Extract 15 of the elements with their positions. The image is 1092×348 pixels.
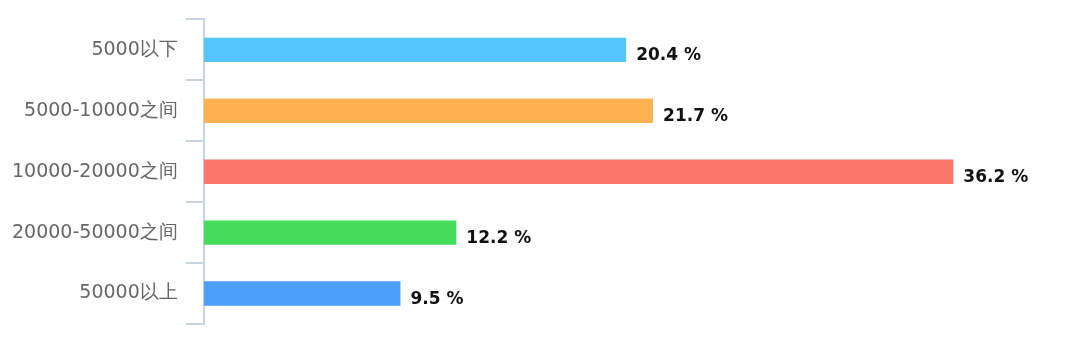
data-label: 36.2 % <box>963 166 1029 187</box>
bar <box>203 98 654 123</box>
data-label: 12.2 % <box>466 227 532 248</box>
y-tick-label: 50000以上 <box>79 280 178 303</box>
bar <box>203 159 954 184</box>
data-label: 20.4 % <box>636 44 702 65</box>
bar <box>203 281 401 306</box>
data-label: 21.7 % <box>663 105 728 126</box>
data-label: 9.5 % <box>410 287 464 308</box>
y-tick-label: 20000-50000之间 <box>11 219 178 242</box>
y-tick-label: 5000以下 <box>91 36 178 59</box>
bar <box>203 220 457 245</box>
y-tick-label: 5000-10000之间 <box>24 97 178 120</box>
y-tick-label: 10000-20000之间 <box>11 158 178 181</box>
bar <box>203 37 627 63</box>
